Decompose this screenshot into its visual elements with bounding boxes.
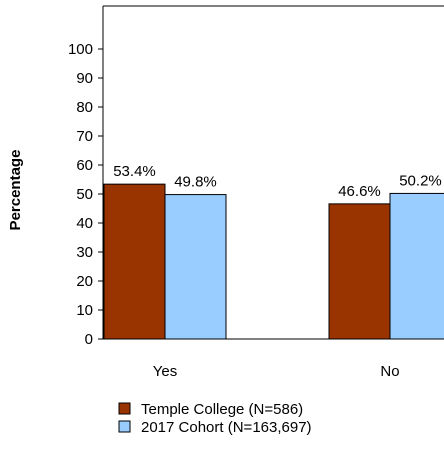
y-tick-label: 40	[76, 215, 93, 232]
y-tick-label: 20	[76, 273, 93, 290]
y-tick-label: 50	[76, 186, 93, 203]
y-tick-label: 10	[76, 302, 93, 319]
bar-value-label: 53.4%	[113, 163, 156, 180]
x-category-label: No	[380, 363, 399, 380]
x-category-label: Yes	[153, 363, 177, 380]
y-axis-label: Percentage	[7, 150, 24, 231]
legend-entry-label: Temple College (N=586)	[141, 401, 303, 418]
y-tick-label: 60	[76, 157, 93, 174]
y-tick-label: 0	[85, 331, 93, 348]
legend-entry-label: 2017 Cohort (N=163,697)	[141, 419, 312, 436]
bar	[103, 183, 166, 340]
legend: Temple College (N=586)2017 Cohort (N=163…	[118, 401, 312, 436]
y-tick-label: 100	[68, 41, 93, 58]
bar	[164, 194, 227, 340]
bar-value-label: 49.8%	[174, 174, 217, 191]
y-tick-label: 70	[76, 128, 93, 145]
y-tick-label: 30	[76, 244, 93, 261]
bar-value-label: 46.6%	[338, 183, 381, 200]
legend-swatch	[118, 402, 131, 415]
bar-value-label: 50.2%	[399, 172, 442, 189]
bar	[389, 192, 444, 340]
plot-area: 0 10 20 30 40 50 60 70 80 90 100 53.4% 49.8% Yes 46.6%…	[68, 5, 444, 380]
legend-swatch	[118, 420, 131, 433]
y-tick-label: 90	[76, 70, 93, 87]
bar	[328, 203, 391, 340]
y-tick-label: 80	[76, 99, 93, 116]
